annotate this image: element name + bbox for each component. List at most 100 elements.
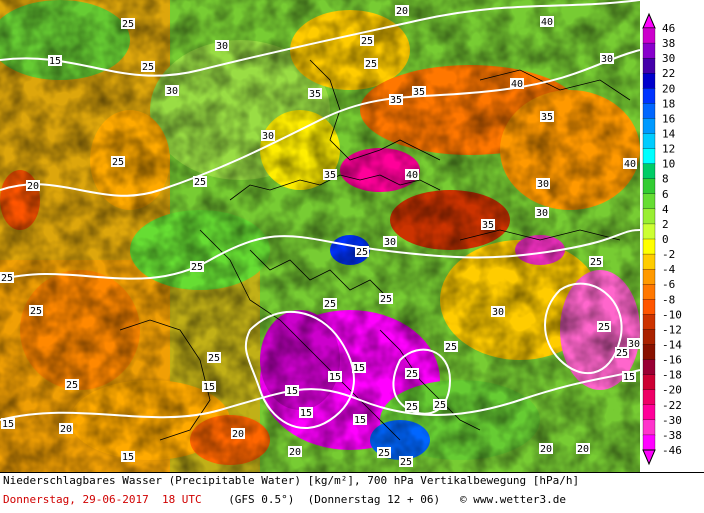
colorbar-label: 10 bbox=[662, 158, 675, 171]
svg-text:30: 30 bbox=[384, 237, 396, 248]
colorbar-swatch bbox=[642, 103, 656, 120]
colorbar-label: 18 bbox=[662, 97, 675, 110]
svg-text:40: 40 bbox=[624, 159, 636, 170]
svg-text:25: 25 bbox=[30, 306, 42, 317]
colorbar-label: -10 bbox=[662, 308, 682, 321]
contour-label: 25 bbox=[207, 352, 221, 364]
run-info: (Donnerstag 12 + 06) bbox=[307, 493, 441, 506]
contour-label: 40 bbox=[510, 78, 524, 90]
contour-label: 30 bbox=[627, 338, 640, 350]
colorbar-label: -18 bbox=[662, 369, 682, 382]
svg-text:25: 25 bbox=[191, 262, 203, 273]
svg-text:30: 30 bbox=[492, 307, 504, 318]
colorbar-labels: 4638302220181614121086420-2-4-6-8-10-12-… bbox=[662, 22, 682, 457]
svg-text:15: 15 bbox=[286, 386, 298, 397]
svg-text:15: 15 bbox=[49, 56, 61, 67]
colorbar-label: -46 bbox=[662, 444, 682, 457]
contour-label: 35 bbox=[540, 111, 554, 123]
contour-label: 20 bbox=[576, 443, 590, 455]
colorbar-label: -38 bbox=[662, 429, 682, 442]
contour-label: 30 bbox=[261, 130, 275, 142]
colorbar-bottom-arrow bbox=[642, 449, 656, 466]
contour-label: 20 bbox=[539, 443, 553, 455]
svg-text:25: 25 bbox=[1, 273, 13, 284]
svg-text:30: 30 bbox=[537, 179, 549, 190]
svg-text:25: 25 bbox=[122, 19, 134, 30]
svg-text:25: 25 bbox=[406, 369, 418, 380]
contour-label: 25 bbox=[360, 35, 374, 47]
svg-text:20: 20 bbox=[232, 429, 244, 440]
colorbar-swatch bbox=[642, 27, 656, 44]
colorbar-label: -12 bbox=[662, 323, 682, 336]
copyright-link[interactable]: © www.wetter3.de bbox=[460, 493, 566, 506]
svg-text:25: 25 bbox=[142, 62, 154, 73]
model-info: (GFS 0.5°) bbox=[228, 493, 295, 506]
colorbar-label: -8 bbox=[662, 293, 675, 306]
svg-text:40: 40 bbox=[541, 17, 553, 28]
contour-label: 35 bbox=[308, 88, 322, 100]
svg-text:40: 40 bbox=[511, 79, 523, 90]
contour-label: 25 bbox=[323, 298, 337, 310]
colorbar-label: -2 bbox=[662, 248, 675, 261]
contour-label: 15 bbox=[328, 371, 342, 383]
svg-text:15: 15 bbox=[203, 382, 215, 393]
svg-text:25: 25 bbox=[380, 294, 392, 305]
map-texture bbox=[0, 0, 640, 472]
svg-text:25: 25 bbox=[112, 157, 124, 168]
contour-label: 30 bbox=[600, 53, 614, 65]
contour-label: 15 bbox=[121, 451, 135, 463]
svg-text:25: 25 bbox=[66, 380, 78, 391]
svg-text:35: 35 bbox=[482, 220, 494, 231]
colorbar-label: -30 bbox=[662, 414, 682, 427]
svg-text:30: 30 bbox=[166, 86, 178, 97]
svg-text:20: 20 bbox=[577, 444, 589, 455]
colorbar-label: 22 bbox=[662, 67, 675, 80]
colorbar-swatch bbox=[642, 57, 656, 74]
coastlines bbox=[119, 59, 631, 441]
contour-label: 15 bbox=[353, 414, 367, 426]
colorbar-label: -14 bbox=[662, 339, 682, 352]
colorbar-swatch bbox=[642, 434, 656, 451]
contour-label: 25 bbox=[444, 341, 458, 353]
contour-label: 25 bbox=[65, 379, 79, 391]
colorbar-swatch bbox=[642, 88, 656, 105]
colorbar-swatch bbox=[642, 314, 656, 331]
svg-text:20: 20 bbox=[540, 444, 552, 455]
contour-label: 25 bbox=[121, 18, 135, 30]
svg-text:30: 30 bbox=[262, 131, 274, 142]
map-footer: Niederschlagbares Wasser (Precipitable W… bbox=[0, 472, 704, 513]
svg-text:25: 25 bbox=[356, 247, 368, 258]
svg-text:20: 20 bbox=[27, 181, 39, 192]
contour-label: 20 bbox=[395, 5, 409, 17]
svg-text:35: 35 bbox=[324, 170, 336, 181]
colorbar-label: 46 bbox=[662, 22, 675, 35]
forecast-date: Donnerstag, 29-06-2017 18 UTC bbox=[3, 493, 202, 506]
contour-label: 25 bbox=[141, 61, 155, 73]
colorbar-swatches bbox=[642, 12, 656, 466]
svg-text:20: 20 bbox=[60, 424, 72, 435]
svg-text:30: 30 bbox=[536, 208, 548, 219]
svg-text:25: 25 bbox=[616, 348, 628, 359]
contour-label: 20 bbox=[26, 180, 40, 192]
colorbar-swatch bbox=[642, 253, 656, 270]
contour-label: 20 bbox=[231, 428, 245, 440]
contour-label: 25 bbox=[364, 58, 378, 70]
map-description: Niederschlagbares Wasser (Precipitable W… bbox=[3, 474, 580, 487]
colorbar-swatch bbox=[642, 284, 656, 300]
map-meta-line: Donnerstag, 29-06-2017 18 UTC (GFS 0.5°)… bbox=[3, 493, 566, 506]
contour-label: 30 bbox=[215, 40, 229, 52]
svg-text:15: 15 bbox=[2, 419, 14, 430]
contour-label: 25 bbox=[29, 305, 43, 317]
colorbar-label: -4 bbox=[662, 263, 676, 276]
colorbar-label: -22 bbox=[662, 399, 682, 412]
svg-text:25: 25 bbox=[324, 299, 336, 310]
colorbar-label: 30 bbox=[662, 52, 675, 65]
svg-text:25: 25 bbox=[434, 400, 446, 411]
colorbar-swatch bbox=[642, 208, 656, 225]
contour-label: 25 bbox=[377, 447, 391, 459]
contour-label: 30 bbox=[165, 85, 179, 97]
colorbar-swatch bbox=[642, 178, 656, 195]
contour-label: 30 bbox=[535, 207, 549, 219]
contour-label: 30 bbox=[383, 236, 397, 248]
